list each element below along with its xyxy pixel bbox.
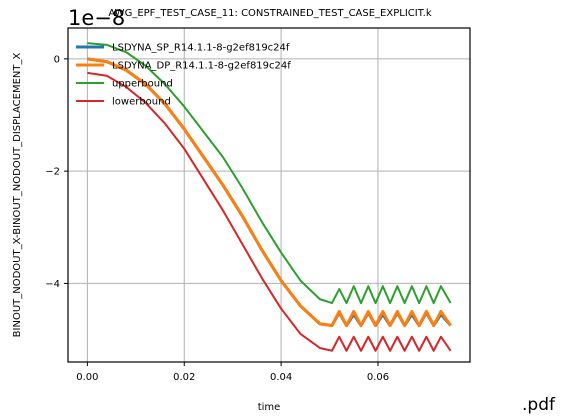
chart-title: AWG_EPF_TEST_CASE_11: CONSTRAINED_TEST_C… (108, 8, 431, 19)
plot-frame (67, 27, 471, 363)
y-tick-label: −2 (45, 167, 60, 178)
legend: LSDYNA_SP_R14.1.1-8-g2ef819c24f LSDYNA_DP… (76, 43, 291, 108)
x-axis-label: time (258, 402, 281, 413)
x-tick-label: 0.00 (76, 372, 98, 383)
x-tick-label: 0.06 (367, 372, 389, 383)
x-tick-label: 0.02 (173, 372, 195, 383)
legend-label: LSDYNA_SP_R14.1.1-8-g2ef819c24f (112, 43, 290, 54)
y-axis-offset-label: 1e−8 (68, 6, 125, 30)
series-line-lowerbound (87, 71, 452, 352)
y-axis: 0 −2 −4 (45, 54, 68, 290)
legend-label: lowerbound (112, 97, 171, 108)
series-line-lsdyna-dp-r14-1-1-8-g2ef819c24f (87, 57, 452, 328)
y-tick-label: −4 (45, 279, 60, 290)
series-group (87, 42, 452, 352)
x-axis: 0.00 0.02 0.04 0.06 (76, 362, 389, 383)
x-tick-label: 0.04 (270, 372, 292, 383)
y-tick-label: 0 (54, 54, 60, 65)
series-line-upperbound (87, 42, 452, 305)
file-suffix-label: .pdf (522, 395, 556, 415)
y-axis-label: BINOUT_NODOUT_X-BINOUT_NODOUT_DISPLACEME… (12, 53, 23, 338)
legend-label: LSDYNA_DP_R14.1.1-8-g2ef819c24f (112, 61, 291, 72)
legend-label: upperbound (112, 79, 173, 90)
